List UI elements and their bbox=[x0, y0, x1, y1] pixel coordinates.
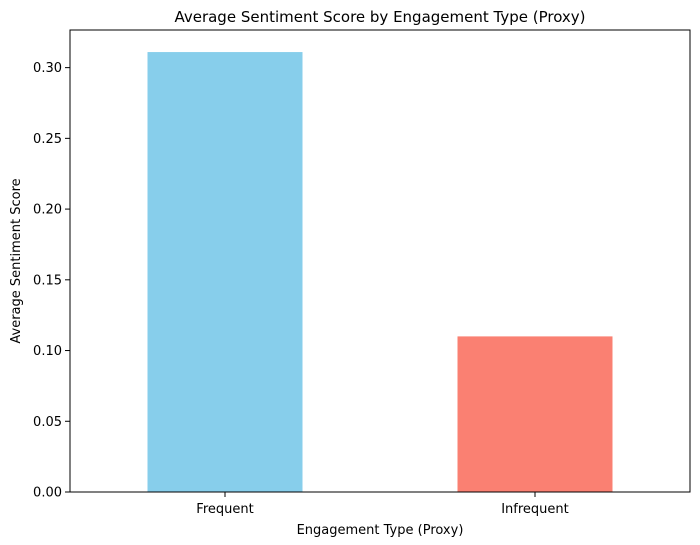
chart-title: Average Sentiment Score by Engagement Ty… bbox=[174, 8, 585, 26]
y-tick-label: 0.00 bbox=[33, 486, 62, 501]
axes-frame bbox=[69, 29, 691, 493]
y-axis-label: Average Sentiment Score bbox=[9, 178, 24, 343]
x-tick-label: Infrequent bbox=[501, 502, 569, 517]
x-tick-label: Frequent bbox=[196, 502, 253, 517]
plot-area: 0.00 0.05 0.10 0.15 0.20 0.25 0.30 Frequent Infr… bbox=[33, 29, 691, 517]
y-tick-label: 0.30 bbox=[33, 61, 62, 76]
y-tick-label: 0.05 bbox=[33, 415, 62, 430]
y-tick-label: 0.25 bbox=[33, 132, 62, 147]
bar-frequent bbox=[147, 52, 303, 493]
y-tick-label: 0.20 bbox=[33, 203, 62, 218]
y-tick-label: 0.15 bbox=[33, 273, 62, 288]
y-tick-label: 0.10 bbox=[33, 344, 62, 359]
bar-infrequent bbox=[457, 336, 613, 492]
x-axis-label: Engagement Type (Proxy) bbox=[297, 523, 464, 538]
